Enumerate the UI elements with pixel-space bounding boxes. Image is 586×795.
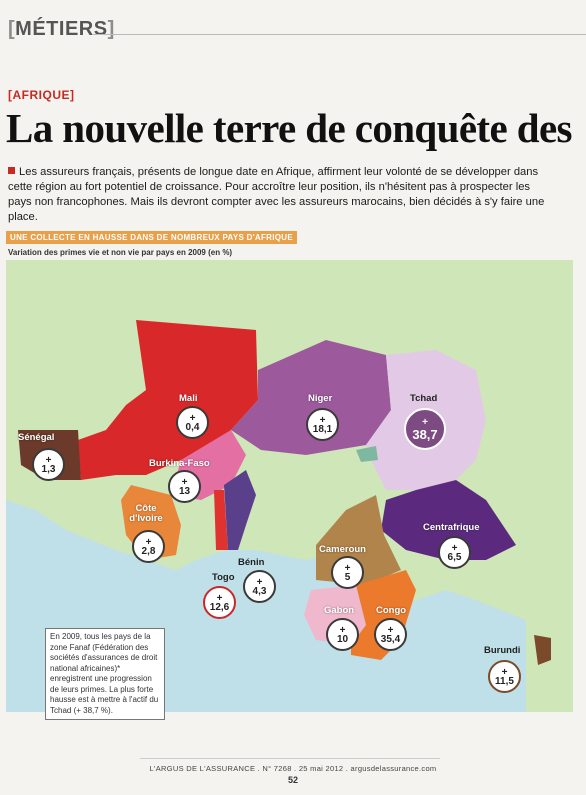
- badge-mali: +0,4: [176, 406, 209, 439]
- badge-gabon: +10: [326, 618, 359, 651]
- badge-congo: +35,4: [374, 618, 407, 651]
- badge-niger: +18,1: [306, 408, 339, 441]
- badge-cameroun: +5: [331, 556, 364, 589]
- page-number: 52: [287, 775, 298, 785]
- footer-line: L'ARGUS DE L'ASSURANCE . N° 7268 . 25 ma…: [149, 764, 437, 773]
- value-burkina: 13: [178, 485, 191, 497]
- plus-icon: +: [216, 592, 223, 604]
- lead-text: Les assureurs français, présents de long…: [8, 166, 545, 223]
- badge-centrafrique: +6,5: [438, 536, 471, 569]
- label-gabon: Gabon: [324, 605, 355, 616]
- badge-burkina: +13: [168, 470, 201, 503]
- section-bracket-open: [: [8, 18, 16, 40]
- badge-cotedivoire: +2,8: [132, 530, 165, 563]
- map-tag: UNE COLLECTE EN HAUSSE DANS DE NOMBREUX …: [6, 231, 298, 244]
- badge-benin: +4,3: [243, 570, 276, 603]
- plus-icon: +: [422, 417, 428, 428]
- plus-icon: +: [501, 666, 508, 678]
- label-cameroun: Cameroun: [319, 544, 366, 555]
- country-togo: [214, 490, 228, 550]
- label-burundi: Burundi: [484, 645, 521, 656]
- plus-icon: +: [451, 542, 458, 554]
- value-gabon: 10: [336, 633, 349, 645]
- map-note: En 2009, tous les pays de la zone Fanaf …: [45, 628, 165, 720]
- kicker: [AFRIQUE]: [8, 88, 75, 102]
- top-rule: [92, 34, 586, 35]
- label-niger: Niger: [308, 393, 333, 404]
- plus-icon: +: [189, 412, 196, 424]
- value-centrafrique: 6,5: [447, 551, 462, 563]
- section-label: MÉTIERS: [15, 18, 108, 40]
- badge-tchad: +38,7: [404, 408, 446, 450]
- label-centrafrique: Centrafrique: [423, 522, 480, 533]
- plus-icon: +: [181, 476, 188, 488]
- label-togo: Togo: [212, 572, 235, 583]
- headline: La nouvelle terre de conquête des: [6, 105, 573, 151]
- plus-icon: +: [339, 624, 346, 636]
- value-niger: 18,1: [312, 423, 333, 435]
- label-tchad: Tchad: [410, 393, 438, 404]
- lead-paragraph: Les assureurs français, présents de long…: [8, 165, 553, 225]
- value-senegal: 1,3: [41, 463, 56, 475]
- value-benin: 4,3: [252, 585, 267, 597]
- value-mali: 0,4: [185, 421, 200, 433]
- value-congo: 35,4: [380, 633, 401, 645]
- value-tchad: 38,7: [412, 427, 438, 442]
- badge-togo: +12,6: [203, 586, 236, 619]
- country-benin: [224, 470, 256, 550]
- map-subtitle: Variation des primes vie et non vie par …: [8, 248, 233, 257]
- badge-burundi: +11,5: [488, 660, 521, 693]
- section-tag: [MÉTIERS]: [8, 18, 115, 41]
- bottom-rule: [140, 758, 440, 759]
- plus-icon: +: [256, 576, 263, 588]
- plus-icon: +: [387, 624, 394, 636]
- label-benin: Bénin: [238, 557, 265, 568]
- badge-senegal: +1,3: [32, 448, 65, 481]
- value-togo: 12,6: [209, 601, 230, 613]
- label-cotedivoire: Côte d'Ivoire: [129, 503, 163, 524]
- value-cameroun: 5: [344, 571, 351, 583]
- bullet-square-icon: [8, 167, 15, 174]
- plus-icon: +: [319, 414, 326, 426]
- value-cotedivoire: 2,8: [141, 545, 156, 557]
- section-bracket-close: ]: [107, 18, 115, 40]
- label-burkina: Burkina-Faso: [149, 458, 210, 469]
- lake-chad: [356, 446, 378, 462]
- label-congo: Congo: [376, 605, 407, 616]
- plus-icon: +: [145, 536, 152, 548]
- country-mali: [78, 320, 258, 480]
- label-senegal: Sénégal: [18, 432, 55, 443]
- plus-icon: +: [344, 562, 351, 574]
- country-niger: [231, 340, 391, 455]
- value-burundi: 11,5: [495, 675, 514, 687]
- plus-icon: +: [45, 454, 52, 466]
- country-burundi: [534, 635, 551, 665]
- country-centrafrique: [381, 480, 516, 560]
- label-mali: Mali: [179, 393, 198, 404]
